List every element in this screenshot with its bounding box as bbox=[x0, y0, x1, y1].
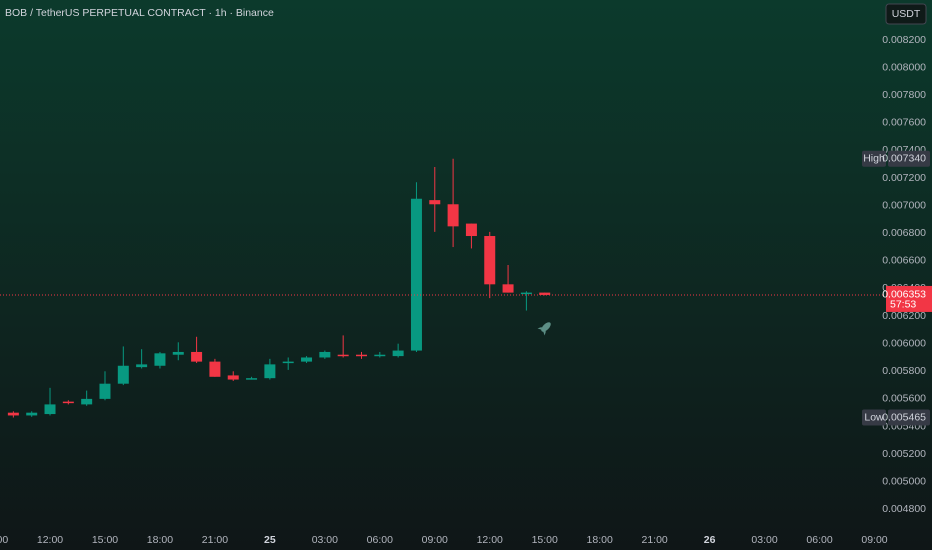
x-tick-label: 18:00 bbox=[147, 534, 173, 546]
candle-body bbox=[465, 223, 477, 237]
x-tick-label: 03:00 bbox=[751, 534, 777, 546]
x-tick-label: 15:00 bbox=[92, 534, 118, 546]
candle-body bbox=[337, 354, 349, 357]
candle-body bbox=[502, 284, 514, 293]
candle-body bbox=[191, 351, 203, 362]
x-tick-label: 18:00 bbox=[587, 534, 613, 546]
marker-value: 0.007340 bbox=[882, 153, 926, 165]
candle-body bbox=[484, 236, 496, 285]
candle-body bbox=[355, 354, 367, 357]
last-price-box bbox=[886, 285, 932, 312]
candle-body bbox=[539, 292, 551, 295]
x-tick-label: 12:00 bbox=[37, 534, 63, 546]
candle-body bbox=[374, 354, 386, 357]
y-tick-label: 0.006800 bbox=[882, 227, 926, 239]
candle-body bbox=[99, 383, 111, 399]
candle-body bbox=[429, 200, 441, 205]
x-tick-label: 12:00 bbox=[477, 534, 503, 546]
marker-text: High bbox=[863, 153, 885, 165]
y-tick-label: 0.006200 bbox=[882, 310, 926, 322]
candle-body bbox=[7, 412, 19, 416]
x-tick-label: 25 bbox=[264, 534, 276, 546]
marker-tag bbox=[862, 409, 886, 426]
currency-button[interactable] bbox=[885, 3, 927, 25]
candle-body bbox=[319, 351, 331, 358]
candle-body bbox=[447, 204, 459, 227]
chart-title: BOB / TetherUS PERPETUAL CONTRACT · 1h ·… bbox=[5, 7, 274, 19]
candle-body bbox=[62, 401, 74, 404]
candle-body bbox=[301, 357, 313, 362]
candle-body bbox=[44, 404, 56, 415]
x-tick-label: 09:00 bbox=[861, 534, 887, 546]
candle-body bbox=[209, 361, 221, 377]
marker-tag bbox=[862, 150, 886, 167]
y-tick-label: 0.007600 bbox=[882, 117, 926, 129]
candle-body bbox=[227, 375, 239, 380]
marker-value-box bbox=[888, 150, 930, 167]
y-tick-label: 0.006600 bbox=[882, 255, 926, 267]
y-tick-label: 0.005200 bbox=[882, 448, 926, 460]
marker-value: 0.005465 bbox=[882, 411, 926, 423]
y-tick-label: 0.004800 bbox=[882, 503, 926, 515]
candle-body bbox=[246, 378, 258, 380]
countdown-label: 57:53 bbox=[890, 299, 916, 311]
y-tick-label: 0.005800 bbox=[882, 365, 926, 377]
candle-body bbox=[117, 365, 129, 384]
y-tick-label: 0.005000 bbox=[882, 475, 926, 487]
y-tick-label: 0.008000 bbox=[882, 61, 926, 73]
x-tick-label: 06:00 bbox=[806, 534, 832, 546]
candle-body bbox=[410, 198, 422, 351]
x-tick-label: 03:00 bbox=[312, 534, 338, 546]
candle-body bbox=[154, 353, 166, 366]
y-tick-label: 0.006000 bbox=[882, 337, 926, 349]
x-tick-label: 15:00 bbox=[532, 534, 558, 546]
last-price-label: 0.006353 bbox=[882, 289, 926, 301]
marker-text: Low bbox=[864, 411, 884, 423]
y-tick-label: 0.007000 bbox=[882, 199, 926, 211]
x-tick-label: 21:00 bbox=[642, 534, 668, 546]
candle-body bbox=[392, 350, 404, 357]
candle-body bbox=[172, 351, 184, 355]
x-tick-label: 26 bbox=[704, 534, 716, 546]
candle-body bbox=[26, 412, 38, 416]
x-tick-label: 21:00 bbox=[202, 534, 228, 546]
x-tick-label: 09:00 bbox=[0, 534, 8, 546]
y-tick-label: 0.007200 bbox=[882, 172, 926, 184]
candle-body bbox=[81, 398, 93, 405]
y-tick-label: 0.007800 bbox=[882, 89, 926, 101]
y-tick-label: 0.008200 bbox=[882, 34, 926, 46]
candle-body bbox=[264, 364, 276, 379]
currency-label[interactable]: USDT bbox=[892, 8, 921, 20]
x-tick-label: 09:00 bbox=[422, 534, 448, 546]
candle-body bbox=[282, 361, 294, 364]
marker-value-box bbox=[888, 409, 930, 426]
candle-body bbox=[520, 292, 532, 295]
y-tick-label: 0.005600 bbox=[882, 393, 926, 405]
x-tick-label: 06:00 bbox=[367, 534, 393, 546]
candle-body bbox=[136, 364, 148, 368]
